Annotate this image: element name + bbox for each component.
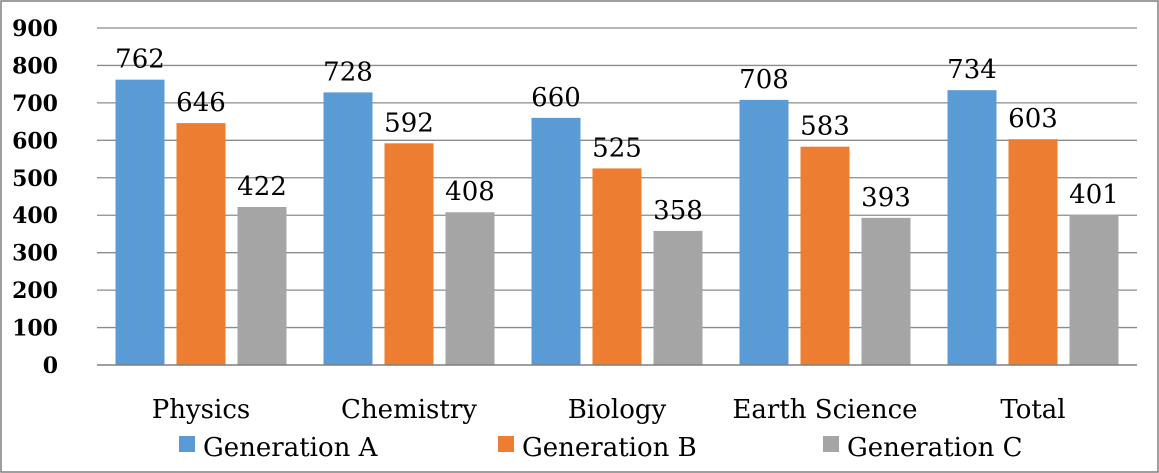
bar [653, 230, 703, 365]
data-label: 734 [947, 55, 997, 85]
y-tick-label: 0 [43, 353, 58, 379]
x-tick-label: Physics [152, 395, 251, 425]
x-axis: Physics Chemistry Biology Earth Science Tota… [97, 364, 1137, 425]
bar [800, 146, 850, 365]
y-tick-label: 900 [12, 16, 58, 42]
data-label: 408 [445, 177, 495, 207]
data-label: 708 [739, 65, 789, 95]
legend-label: Generation C [847, 433, 1023, 463]
bar [531, 117, 581, 365]
x-tick-label: Biology [568, 395, 667, 425]
y-tick-label: 600 [12, 128, 58, 154]
bar [1008, 139, 1058, 365]
data-label: 603 [1008, 104, 1058, 134]
legend-label: Generation A [203, 433, 379, 463]
data-labels: 762 646 422 728 592 408 660 525 358 708 583 393 734 6… [115, 45, 1119, 226]
x-tick-label: Total [1000, 395, 1065, 425]
bar [861, 217, 911, 365]
bar [237, 206, 287, 365]
y-tick-label: 500 [12, 166, 58, 192]
legend-swatch [179, 436, 195, 452]
bar [739, 99, 789, 365]
legend-label: Generation B [522, 433, 697, 463]
data-label: 525 [592, 133, 642, 163]
bar [592, 168, 642, 365]
bar [1069, 214, 1119, 365]
data-label: 583 [800, 112, 850, 142]
bars [115, 79, 1119, 365]
y-tick-label: 200 [12, 278, 58, 304]
bar [323, 92, 373, 365]
x-tick-label: Chemistry [341, 395, 477, 425]
data-label: 728 [323, 57, 373, 87]
bar [445, 212, 495, 365]
data-label: 592 [384, 108, 434, 138]
data-label: 401 [1069, 180, 1119, 210]
y-axis-ticks: 0 100 200 300 400 500 600 700 800 900 [12, 16, 58, 379]
bar [947, 90, 997, 365]
legend: Generation A Generation B Generation C [179, 433, 1023, 463]
data-label: 422 [237, 172, 287, 202]
y-tick-label: 100 [12, 316, 58, 342]
bar [384, 143, 434, 365]
data-label: 358 [653, 196, 703, 226]
bar [115, 79, 165, 365]
x-tick-label: Earth Science [732, 395, 917, 425]
data-label: 660 [531, 83, 581, 113]
y-tick-label: 700 [12, 91, 58, 117]
y-tick-label: 800 [12, 53, 58, 79]
y-tick-label: 300 [12, 241, 58, 267]
legend-swatch [823, 436, 839, 452]
data-label: 393 [861, 183, 911, 213]
data-label: 762 [115, 45, 165, 75]
data-label: 646 [176, 88, 226, 118]
legend-swatch [498, 436, 514, 452]
y-tick-label: 400 [12, 203, 58, 229]
bar [176, 123, 226, 365]
